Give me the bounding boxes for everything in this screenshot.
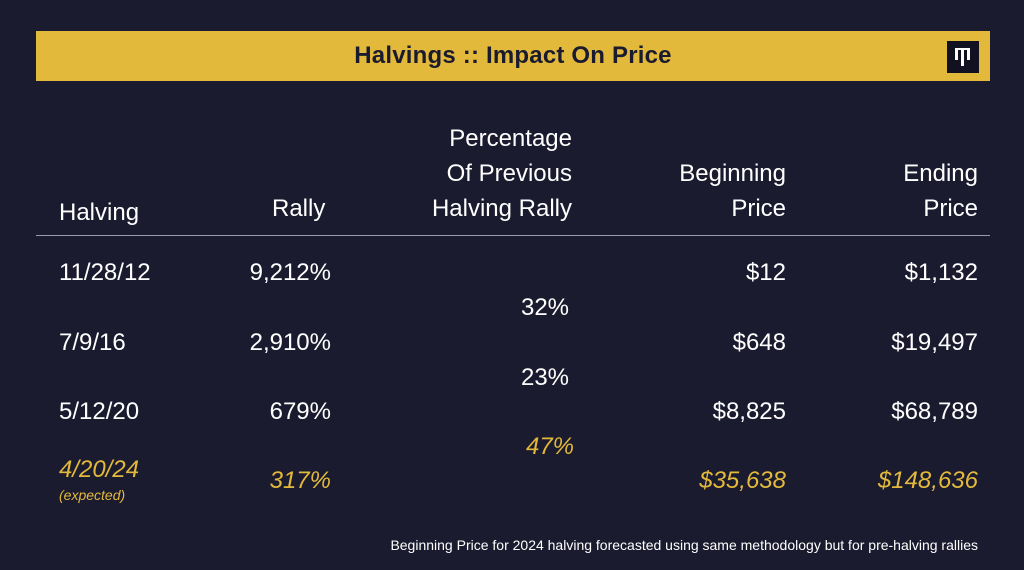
header-percentage-line1: Percentage <box>449 125 572 152</box>
row2-ending-price: $19,497 <box>891 329 978 356</box>
row2-rally: 2,910% <box>249 329 331 356</box>
row1-rally: 9,212% <box>249 259 331 286</box>
row3-date: 5/12/20 <box>59 398 140 425</box>
row4-ending-price: $148,636 <box>877 467 978 494</box>
row4-date-note: (expected) <box>59 487 126 503</box>
title-banner: Halvings :: Impact On Price <box>36 31 990 81</box>
row1-ending-price: $1,132 <box>904 259 978 286</box>
row4-beginning-price: $35,638 <box>699 467 786 494</box>
row2-date: 7/9/16 <box>59 329 126 356</box>
row3-rally: 679% <box>269 398 331 425</box>
header-percentage-line2: Of Previous <box>446 160 572 187</box>
page-title: Halvings :: Impact On Price <box>354 42 672 69</box>
percentage-2: 23% <box>520 364 570 391</box>
percentage-1: 32% <box>520 294 570 321</box>
header-percentage-line3: Halving Rally <box>431 195 572 222</box>
row3-ending-price: $68,789 <box>891 398 978 425</box>
row2-beginning-price: $648 <box>732 329 786 356</box>
row1-beginning-price: $12 <box>745 259 786 286</box>
brand-logo-icon <box>947 41 979 73</box>
header-beginning-line2: Price <box>731 195 786 222</box>
header-ending-line2: Price <box>923 195 978 222</box>
percentage-3: 47% <box>525 433 575 460</box>
row1-date: 11/28/12 <box>59 259 151 286</box>
row4-rally: 317% <box>269 467 331 494</box>
header-beginning-line1: Beginning <box>679 160 786 187</box>
row4-date: 4/20/24 <box>59 456 140 483</box>
header-rally: Rally <box>272 195 326 222</box>
row3-beginning-price: $8,825 <box>712 398 786 425</box>
footnote: Beginning Price for 2024 halving forecas… <box>390 537 978 553</box>
header-divider <box>36 235 990 236</box>
header-halving: Halving <box>59 199 140 226</box>
header-ending-line1: Ending <box>903 160 978 187</box>
